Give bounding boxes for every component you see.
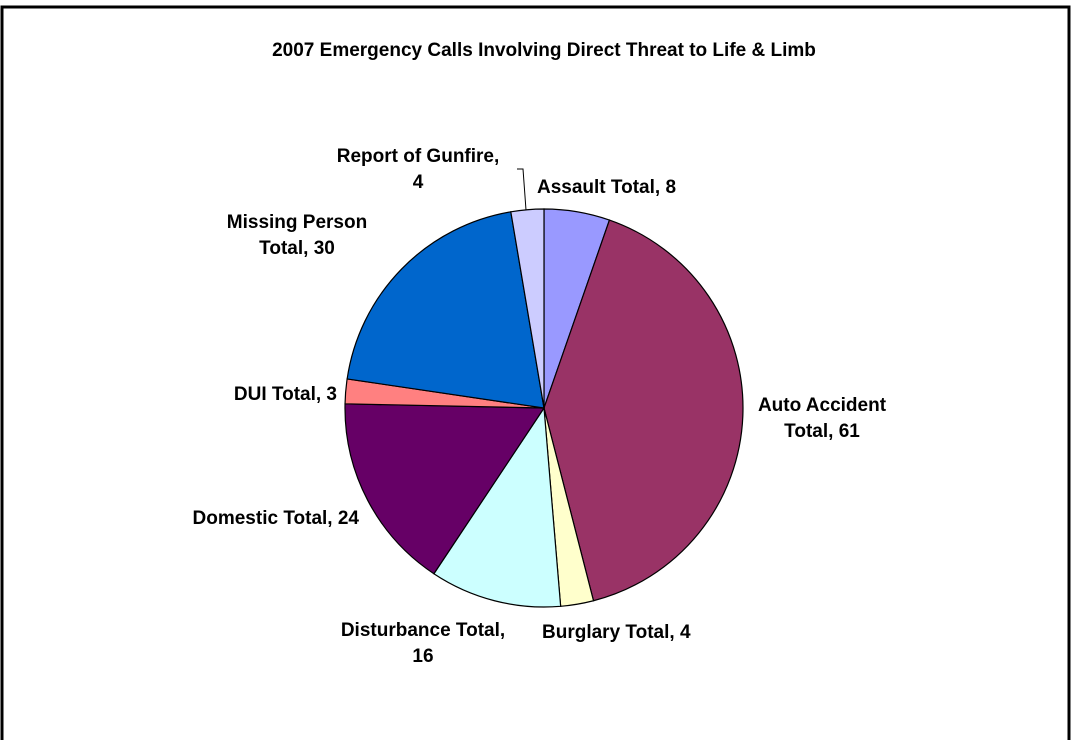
slice-label-burglary-total: Burglary Total, 4	[542, 622, 691, 643]
pie-slice-report-of-gunfire	[510, 208, 545, 409]
slice-label-line: Domestic Total, 24	[193, 508, 360, 529]
slice-label-domestic-total: Domestic Total, 24	[193, 508, 360, 529]
slice-label-line: Assault Total, 8	[537, 177, 676, 198]
slice-label-missing-person-total: Missing Person Total, 30	[227, 212, 367, 259]
chart-title: 2007 Emergency Calls Involving Direct Th…	[272, 40, 816, 61]
gunfire-leader-line	[517, 168, 527, 211]
slice-label-line: DUI Total, 3	[234, 384, 337, 405]
pie-slice-disturbance-total	[433, 406, 562, 608]
slice-label-line: Total, 61	[784, 421, 860, 442]
slice-label-line: Total, 30	[259, 238, 335, 259]
slice-label-report-of-gunfire: Report of Gunfire, 4	[337, 146, 500, 193]
slice-label-dui-total: DUI Total, 3	[234, 384, 337, 405]
slice-label-assault-total: Assault Total, 8	[537, 177, 676, 198]
slice-label-line: Burglary Total, 4	[542, 622, 691, 643]
slice-label-line: 4	[413, 172, 424, 193]
pie-slices	[344, 208, 744, 608]
slice-labels: Assault Total, 8 Auto Accident Total, 61 Bu…	[193, 146, 887, 667]
slice-label-auto-accident-total: Auto Accident Total, 61	[758, 395, 887, 442]
slice-label-disturbance-total: Disturbance Total, 16	[341, 620, 505, 667]
slice-label-line: Auto Accident	[758, 395, 887, 416]
slice-label-line: Disturbance Total,	[341, 620, 505, 641]
pie-slice-auto-accident-total	[543, 219, 744, 602]
pie-slice-missing-person-total	[346, 211, 545, 409]
slice-label-line: 16	[412, 646, 433, 667]
slice-label-line: Report of Gunfire,	[337, 146, 500, 167]
pie-slice-domestic-total	[344, 403, 546, 575]
slice-label-line: Missing Person	[227, 212, 367, 233]
